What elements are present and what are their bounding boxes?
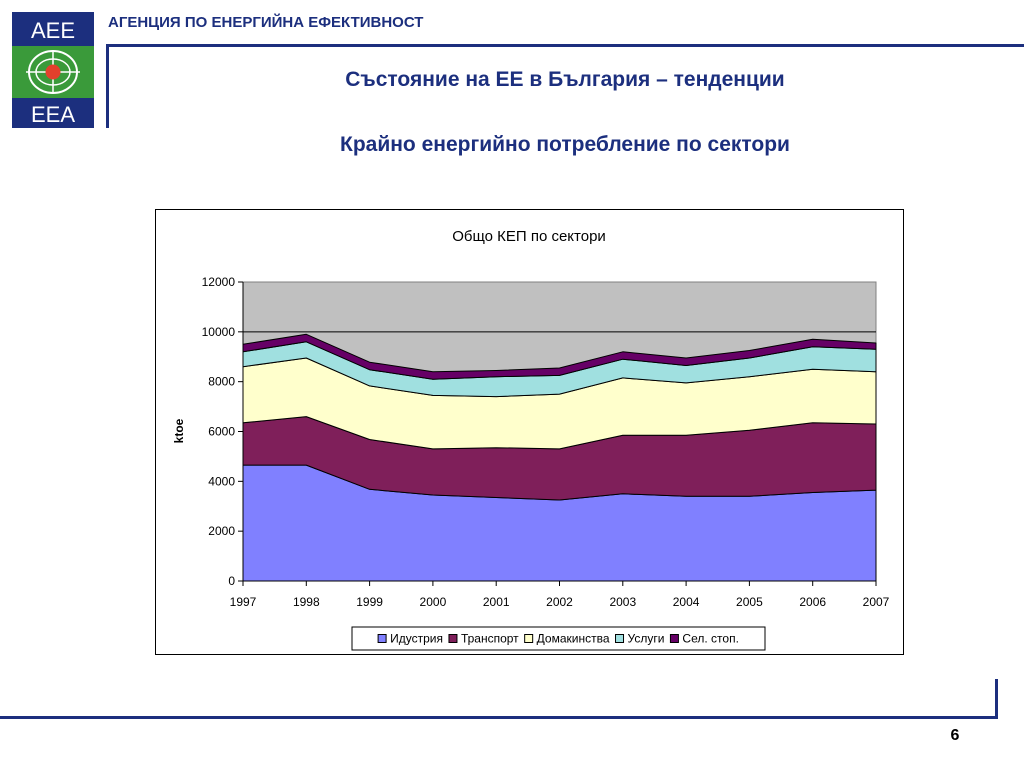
x-tick-label: 2001 bbox=[483, 595, 510, 609]
page-number: 6 bbox=[950, 727, 960, 744]
x-tick-label: 2002 bbox=[546, 595, 573, 609]
legend-swatch bbox=[615, 634, 625, 643]
legend-box bbox=[351, 626, 766, 651]
y-tick-label: 4000 bbox=[208, 474, 235, 488]
x-tick-label: 2006 bbox=[799, 595, 826, 609]
legend-swatch bbox=[524, 634, 534, 643]
slide-subtitle: Крайно енергийно потребление по сектори bbox=[340, 133, 790, 156]
legend-label: Сел. стоп. bbox=[682, 632, 738, 646]
legend-swatch bbox=[669, 634, 679, 643]
header-divider bbox=[106, 44, 1024, 47]
legend-swatch bbox=[448, 634, 458, 643]
x-tick-label: 2007 bbox=[863, 595, 890, 609]
legend-label: Транспорт bbox=[461, 632, 519, 646]
globe-logo-icon: AEE EEA bbox=[12, 12, 94, 128]
legend-label: Идустрия bbox=[390, 632, 443, 646]
y-tick-label: 8000 bbox=[208, 375, 235, 389]
chart-title: Общо КЕП по сектори bbox=[452, 228, 606, 245]
x-tick-label: 1997 bbox=[230, 595, 257, 609]
footer-divider bbox=[0, 716, 998, 719]
slide-title: Състояние на ЕЕ в България – тенденции bbox=[345, 68, 785, 91]
agency-name: АГЕНЦИЯ ПО ЕНЕРГИЙНА ЕФЕКТИВНОСТ bbox=[108, 14, 424, 31]
y-axis-label: ktoe bbox=[172, 418, 186, 443]
stacked-area-chart: Общо КЕП по сектори 0 2000 4000 6000 8000 100… bbox=[172, 228, 890, 651]
header-side-divider bbox=[106, 44, 109, 128]
y-tick-label: 0 bbox=[228, 574, 235, 588]
logo-top-text: AEE bbox=[31, 18, 75, 43]
x-tick-label: 1998 bbox=[293, 595, 320, 609]
footer-side-divider bbox=[995, 679, 998, 719]
legend-swatch bbox=[377, 634, 387, 643]
chart-frame: Общо КЕП по сектори 0 2000 4000 6000 8000 100… bbox=[155, 209, 904, 655]
x-tick-label: 1999 bbox=[356, 595, 383, 609]
y-tick-label: 12000 bbox=[202, 275, 236, 289]
x-tick-label: 2004 bbox=[673, 595, 700, 609]
logo-bottom-text: EEA bbox=[31, 102, 75, 127]
x-tick-label: 2003 bbox=[609, 595, 636, 609]
legend-label: Домакинства bbox=[537, 632, 610, 646]
area-series-5 bbox=[242, 333, 877, 380]
y-tick-label: 6000 bbox=[208, 425, 235, 439]
y-tick-label: 10000 bbox=[202, 325, 236, 339]
x-tick-label: 2000 bbox=[420, 595, 447, 609]
legend-label: Услуги bbox=[628, 632, 665, 646]
agency-logo: AEE EEA bbox=[12, 12, 94, 128]
x-tick-label: 2005 bbox=[736, 595, 763, 609]
y-tick-label: 2000 bbox=[208, 524, 235, 538]
